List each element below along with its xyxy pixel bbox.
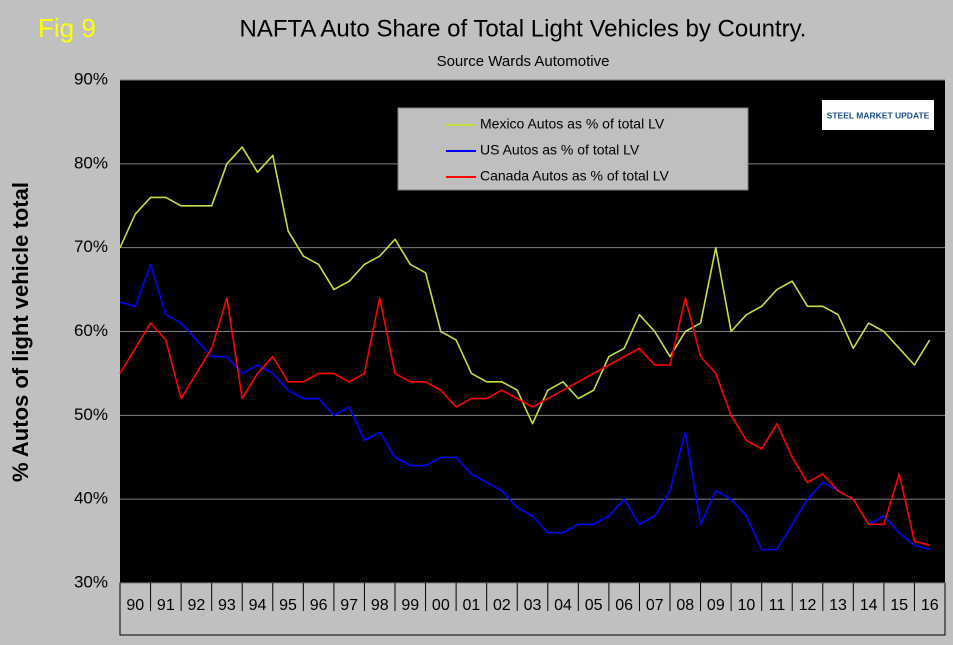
x-tick-label: 07	[646, 597, 664, 614]
y-tick-label: 70%	[74, 237, 108, 256]
y-tick-label: 90%	[74, 69, 108, 88]
figure-label: Fig 9	[38, 13, 96, 43]
series-line	[119, 263, 930, 551]
y-axis-label: % Autos of light vehicle total	[8, 182, 33, 482]
legend-label: US Autos as % of total LV	[480, 142, 640, 158]
y-tick-label: 60%	[74, 321, 108, 340]
x-tick-label: 01	[462, 597, 480, 614]
x-tick-label: 95	[279, 597, 297, 614]
x-tick-label: 15	[890, 597, 908, 614]
x-tick-label: 99	[401, 597, 419, 614]
x-tick-label: 09	[707, 597, 725, 614]
y-tick-label: 30%	[74, 572, 108, 591]
chart-subtitle: Source Wards Automotive	[437, 53, 610, 70]
x-tick-label: 08	[676, 597, 694, 614]
x-tick-label: 06	[615, 597, 633, 614]
x-tick-label: 02	[493, 597, 511, 614]
logo: STEEL MARKET UPDATE	[827, 110, 930, 120]
x-tick-label: 93	[218, 597, 236, 614]
x-tick-label: 10	[737, 597, 755, 614]
x-tick-label: 90	[126, 597, 144, 614]
legend-label: Canada Autos as % of total LV	[480, 168, 670, 184]
x-tick-label: 00	[432, 597, 450, 614]
x-tick-label: 96	[310, 597, 328, 614]
x-tick-label: 16	[921, 597, 939, 614]
chart-title: NAFTA Auto Share of Total Light Vehicles…	[240, 15, 807, 42]
x-tick-label: 94	[249, 597, 267, 614]
logo-box	[822, 100, 934, 130]
series-line	[119, 297, 930, 547]
y-tick-label: 50%	[74, 405, 108, 424]
x-tick-label: 05	[585, 597, 603, 614]
x-tick-label: 97	[340, 597, 358, 614]
x-axis-band	[119, 582, 946, 636]
y-tick-label: 40%	[74, 489, 108, 508]
x-tick-label: 04	[554, 597, 572, 614]
x-tick-label: 13	[829, 597, 847, 614]
x-tick-label: 14	[860, 597, 878, 614]
x-tick-label: 11	[769, 597, 786, 614]
x-tick-label: 12	[799, 597, 817, 614]
y-tick-label: 80%	[74, 153, 108, 172]
x-tick-label: 98	[371, 597, 389, 614]
x-tick-label: 03	[524, 597, 542, 614]
series-line	[119, 146, 931, 425]
x-tick-label: 91	[157, 597, 175, 614]
legend-label: Mexico Autos as % of total LV	[480, 116, 665, 132]
x-tick-label: 92	[187, 597, 205, 614]
